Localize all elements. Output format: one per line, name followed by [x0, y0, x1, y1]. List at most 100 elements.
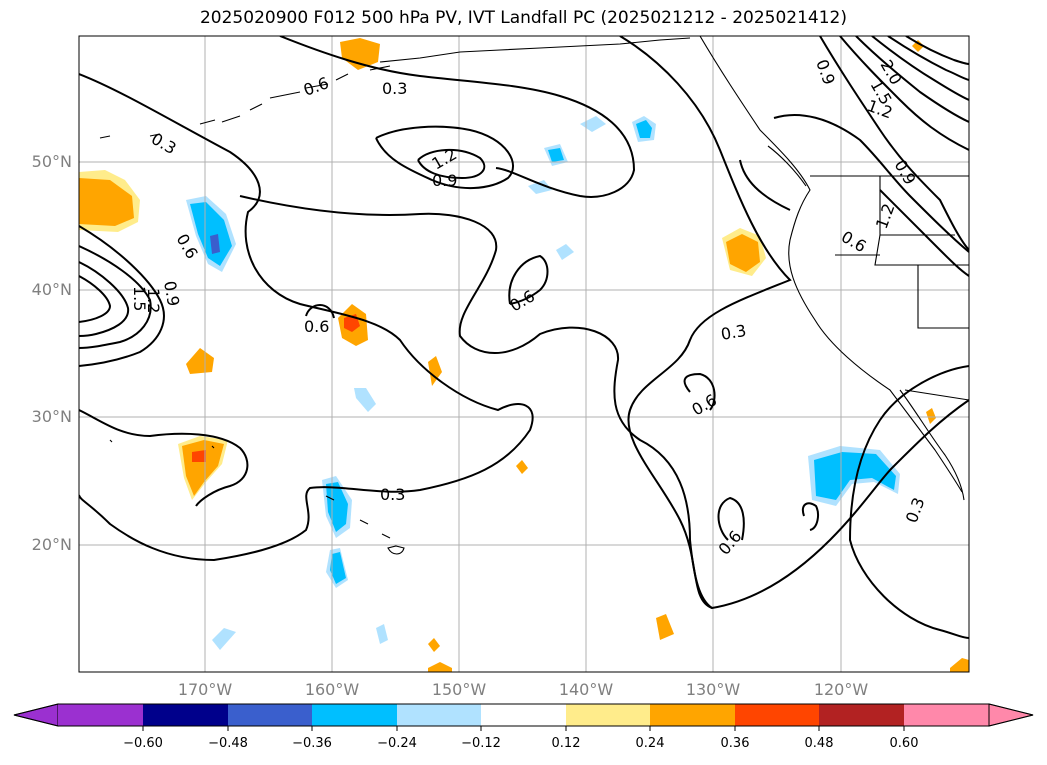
pv-contour-0.6 [773, 114, 969, 253]
pv-contour-0.3 [848, 365, 969, 639]
contour-label: 0.6 [715, 527, 746, 559]
ivt-negative-region [212, 628, 236, 650]
lat-label: 50°N [31, 152, 72, 171]
pv-contour-0.9 [79, 245, 152, 349]
contour-label: 0.3 [148, 129, 180, 158]
ivt-negative-region [548, 148, 564, 162]
lon-label: 120°W [813, 680, 869, 699]
contour-label: 1.2 [144, 288, 163, 313]
ivt-negative-region [190, 202, 232, 266]
colorbar-segment [58, 704, 143, 726]
pv-contour-0.3 [619, 36, 969, 610]
hawaii-northwest-islands [109, 439, 215, 449]
pv-contour-0.9 [375, 125, 514, 189]
ivt-negative-region [636, 120, 652, 138]
colorbar-ticks [142, 726, 905, 731]
pv-contour-0.9 [819, 36, 969, 251]
pv-contour-0.6 [239, 195, 713, 609]
baja-california-coast [899, 389, 965, 501]
colorbar-segment [819, 704, 904, 726]
pv-contour-0.3 [79, 73, 534, 562]
contour-label: 0.3 [719, 321, 747, 344]
contour-label: 0.6 [301, 73, 331, 100]
colorbar-tick-label: −0.60 [123, 736, 163, 751]
contour-label: 0.3 [382, 79, 407, 98]
colorbar-extend-high [988, 703, 1034, 727]
contour-label: 1.5 [130, 286, 149, 311]
ivt-negative-region [814, 452, 896, 500]
pv-contour-0.6 [717, 496, 745, 541]
contour-label: 0.9 [891, 157, 920, 189]
colorbar-tick-label: 0.24 [635, 736, 665, 751]
contour-label: 0.9 [432, 171, 457, 190]
lon-label: 140°W [558, 680, 614, 699]
contour-label: 0.6 [838, 227, 870, 256]
ivt-negative-region [376, 624, 388, 644]
ivt-positive-region [656, 614, 674, 640]
pv-contour-0.3 [79, 409, 249, 507]
ivt-positive-region [428, 662, 452, 672]
page-title: 2025020900 F012 500 hPa PV, IVT Landfall… [199, 8, 847, 28]
ivt-shading [79, 38, 969, 672]
colorbar-segment [735, 704, 819, 726]
north-america-coast [699, 36, 963, 493]
ivt-positive-region [912, 40, 924, 52]
pv-contour-1.2 [417, 148, 486, 180]
coastlines [99, 36, 969, 555]
pv-contour-0.6 [79, 225, 165, 367]
ivt-positive-region [186, 348, 214, 374]
colorbar [13, 703, 1034, 731]
lat-label: 20°N [31, 535, 72, 554]
colorbar-segment [481, 704, 566, 726]
colorbar-tick-label: 0.12 [551, 736, 581, 751]
lon-label: 160°W [304, 680, 360, 699]
pv-contour-1.2 [839, 36, 969, 151]
pv-contour-1.2 [879, 189, 969, 277]
ivt-positive-region [926, 408, 936, 424]
colorbar-extend-low [13, 703, 59, 727]
pv-contour-0.3 [279, 36, 636, 198]
ivt-positive-region [516, 460, 528, 474]
contour-label: 0.6 [304, 317, 329, 336]
pv-contour-1.2 [79, 261, 130, 337]
pv-contour-0.6 [739, 159, 791, 211]
ivt-negative-region [580, 116, 606, 132]
us-state-borders [835, 176, 969, 401]
colorbar-tick-label: −0.12 [461, 736, 501, 751]
ivt-positive-region [726, 234, 760, 272]
lon-label: 130°W [685, 680, 741, 699]
gridlines [79, 36, 969, 672]
colorbar-segment [397, 704, 481, 726]
ivt-positive-region [950, 658, 969, 672]
ivt-positive-region [428, 356, 442, 386]
pv-contour-0.6 [683, 372, 716, 411]
contour-label: 0.3 [380, 485, 405, 504]
pv-contour-0.6 [305, 304, 335, 319]
lon-label: 150°W [431, 680, 487, 699]
colorbar-segment [143, 704, 228, 726]
alaska-peninsula [379, 37, 691, 63]
contour-label: 0.6 [507, 286, 539, 315]
ivt-negative-region [330, 552, 346, 584]
ivt-positive-region [340, 38, 380, 70]
contour-labels: 0.3 0.3 0.9 1.2 0.6 0.9 1.2 1.5 0.6 0.6 … [130, 57, 928, 559]
ivt-positive-region [192, 450, 206, 462]
map-content: 0.3 0.3 0.9 1.2 0.6 0.9 1.2 1.5 0.6 0.6 … [79, 36, 969, 672]
pv-contour-2.0 [887, 36, 969, 81]
colorbar-tick-label: −0.48 [208, 736, 248, 751]
colorbar-outline [13, 703, 1034, 727]
colorbar-tick-label: −0.36 [292, 736, 332, 751]
colorbar-segment [566, 704, 650, 726]
colorbar-tick-label: 0.48 [804, 736, 834, 751]
vancouver-island [767, 145, 807, 187]
pv-contour-1.5 [855, 36, 969, 123]
ivt-negative-region [528, 180, 552, 194]
colorbar-tick-label: 0.36 [720, 736, 750, 751]
colorbar-segment [228, 704, 312, 726]
map-frame [78, 35, 970, 673]
pv-contour-2.0 [871, 36, 969, 101]
ivt-negative-region [556, 244, 574, 260]
lat-label: 30°N [31, 407, 72, 426]
pv-contours [79, 36, 969, 639]
